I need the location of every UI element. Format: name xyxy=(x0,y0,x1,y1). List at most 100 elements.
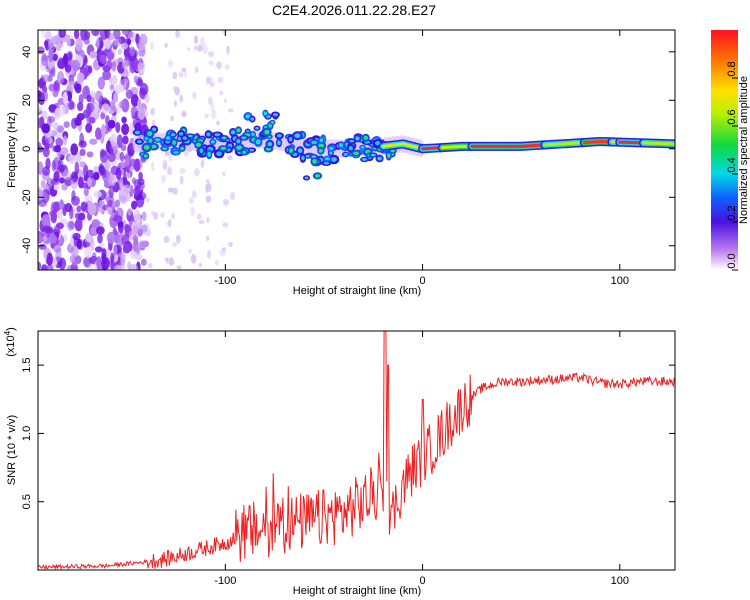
noise-blob xyxy=(44,138,49,152)
noise-blob xyxy=(210,109,217,120)
noise-blob xyxy=(64,64,72,73)
ridge-blob-core xyxy=(343,153,348,156)
noise-blob xyxy=(123,184,132,194)
noise-blob xyxy=(55,222,64,230)
ridge-blob-core xyxy=(251,132,255,137)
noise-blob xyxy=(180,175,184,185)
noise-blob xyxy=(168,218,172,227)
noise-blob xyxy=(206,249,212,259)
noise-blob xyxy=(122,135,129,145)
noise-blob xyxy=(74,152,83,163)
ridge-blob-core xyxy=(166,136,171,140)
chart-title: C2E4.2026.011.22.28.E27 xyxy=(272,2,436,18)
ridge-blob-core xyxy=(387,153,391,159)
ridge-blob-core xyxy=(245,114,251,119)
ridge-blob-core xyxy=(312,158,317,164)
noise-blob xyxy=(163,235,170,244)
noise-blob xyxy=(175,234,181,244)
noise-blob xyxy=(168,257,175,267)
spectrogram-y-tick-label: 0 xyxy=(21,146,33,152)
ridge-blob-core xyxy=(236,128,241,133)
noise-blob xyxy=(59,199,65,210)
ridge-blob-core xyxy=(150,144,157,149)
noise-blob xyxy=(198,262,203,268)
snr-x-label: Height of straight line (km) xyxy=(293,585,421,597)
noise-blob xyxy=(63,233,68,243)
noise-blob xyxy=(121,30,129,36)
colorbar-tick-label: 0.6 xyxy=(726,109,738,124)
snr-panel: -100 0 100 0.5 1.0 1.5 (x104) Height of strai… xyxy=(3,327,676,597)
noise-blob xyxy=(100,123,106,138)
noise-blob xyxy=(58,177,65,184)
noise-blob xyxy=(96,255,102,270)
noise-blob xyxy=(219,90,223,96)
noise-blob xyxy=(181,67,187,72)
noise-blob xyxy=(66,52,73,61)
noise-blob xyxy=(38,261,42,270)
ridge-blob-core xyxy=(147,131,153,137)
noise-blob xyxy=(150,41,154,51)
ridge-blob-core xyxy=(230,130,236,135)
noise-blob xyxy=(66,38,72,46)
noise-blob xyxy=(119,151,125,162)
noise-blob xyxy=(80,30,88,41)
noise-blob xyxy=(90,30,100,37)
ridge-blob-core xyxy=(348,145,353,151)
noise-blob xyxy=(91,90,96,98)
noise-blob xyxy=(110,252,115,263)
noise-blob xyxy=(86,151,94,158)
noise-blob xyxy=(46,252,53,266)
noise-blob xyxy=(48,116,56,123)
noise-blob xyxy=(137,62,145,71)
noise-blob xyxy=(125,89,133,99)
ridge-blob-core xyxy=(318,148,323,153)
noise-blob xyxy=(228,108,234,113)
noise-blob xyxy=(132,240,138,252)
noise-blob xyxy=(192,91,197,100)
ridge-band-core xyxy=(582,140,614,144)
snr-series-line xyxy=(38,331,675,570)
noise-blob xyxy=(41,123,50,134)
noise-blob xyxy=(74,255,82,265)
spectrogram-image xyxy=(38,30,675,270)
noise-blob xyxy=(139,83,149,96)
ridge-blob-core xyxy=(270,121,275,124)
noise-blob xyxy=(50,178,59,187)
noise-blob xyxy=(172,187,178,195)
noise-blob xyxy=(167,187,174,193)
noise-blob xyxy=(113,244,118,256)
noise-blob xyxy=(129,264,139,270)
noise-blob xyxy=(200,159,205,166)
noise-blob xyxy=(77,101,84,112)
noise-blob xyxy=(93,171,100,181)
noise-blob xyxy=(174,86,180,96)
ridge-blob-core xyxy=(267,141,273,147)
ridge-blob-core xyxy=(221,136,227,140)
noise-blob xyxy=(115,167,122,180)
snr-y-tick-label: 0.5 xyxy=(21,494,33,509)
noise-blob xyxy=(77,72,85,84)
noise-blob xyxy=(58,104,66,117)
noise-blob xyxy=(113,264,122,270)
noise-blob xyxy=(129,46,136,57)
noise-blob xyxy=(196,213,202,221)
noise-blob xyxy=(74,83,82,94)
ridge-blob-core xyxy=(214,133,221,137)
noise-blob xyxy=(78,94,84,104)
noise-blob xyxy=(110,211,115,219)
noise-blob xyxy=(62,135,68,146)
noise-blob xyxy=(76,205,82,213)
noise-blob xyxy=(222,222,229,228)
noise-blob xyxy=(124,158,130,167)
noise-blob xyxy=(62,91,68,105)
noise-blob xyxy=(206,217,210,224)
noise-blob xyxy=(91,251,97,264)
colorbar-tick-label: 0.2 xyxy=(726,205,738,220)
noise-blob xyxy=(194,66,199,74)
noise-blob xyxy=(89,51,98,59)
spectrogram-x-tick-label: -100 xyxy=(214,275,236,287)
noise-blob xyxy=(164,257,169,262)
noise-blob xyxy=(41,90,49,102)
noise-blob xyxy=(91,219,101,229)
noise-blob xyxy=(132,234,139,243)
